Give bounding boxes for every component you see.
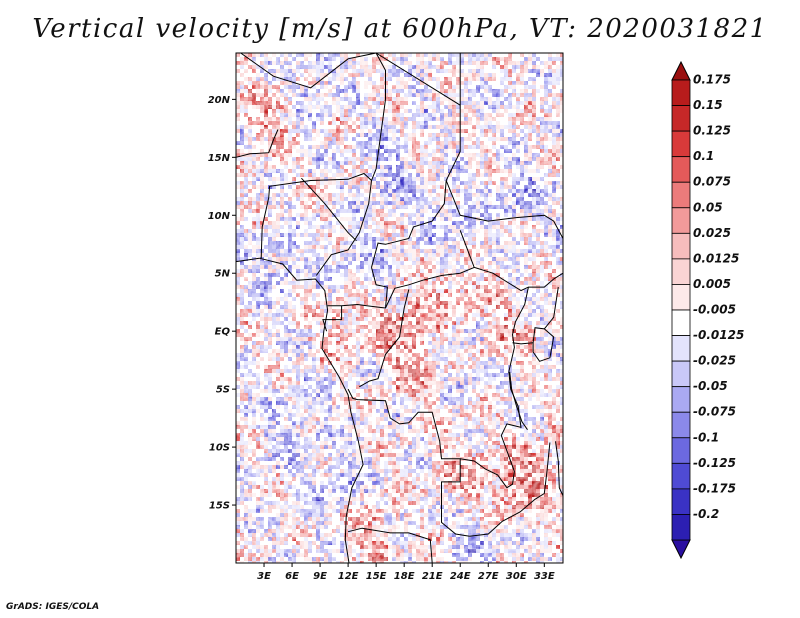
axes: 3E 6E 9E 12E 15E 18E 21E 24E 27E 30E 33E 20N 15N 10N 5…	[208, 95, 555, 582]
colorbar-swatch-5	[671, 207, 691, 234]
x-tick-label-24E: 24E	[450, 571, 471, 582]
colorbar-label-12: -0.05	[693, 379, 728, 393]
x-tick-label-3E: 3E	[257, 571, 271, 582]
y-tick-label-15S: 15S	[209, 501, 230, 512]
x-tick-label-15E: 15E	[366, 571, 387, 582]
colorbar-swatch-14	[671, 437, 691, 464]
colorbar-swatch-13	[671, 411, 691, 439]
colorbar-swatch-17	[671, 514, 691, 541]
colorbar-label-0: 0.175	[693, 73, 731, 87]
colorbar-label-9: -0.005	[693, 303, 736, 317]
colorbar-label-4: 0.075	[693, 175, 731, 189]
colorbar-swatch-10	[671, 335, 691, 362]
colorbar-label-10: -0.0125	[693, 328, 744, 342]
grads-credit: GrADS: IGES/COLA	[6, 602, 100, 612]
x-tick-label-6E: 6E	[285, 571, 299, 582]
colorbar-max-arrow	[671, 60, 691, 81]
y-tick-label-15N: 15N	[208, 153, 231, 164]
colorbar-label-15: -0.125	[693, 456, 736, 470]
y-tick-label-EQ: EQ	[215, 327, 231, 338]
colorbar-swatch-15	[671, 462, 691, 490]
colorbar-swatch-4	[671, 181, 691, 209]
colorbar-swatch-8	[671, 284, 691, 311]
colorbar-swatch-11	[671, 360, 691, 388]
colorbar-label-14: -0.1	[693, 430, 719, 444]
colorbar-label-6: 0.025	[693, 226, 731, 240]
x-tick-label-33E: 33E	[534, 571, 555, 582]
x-tick-label-21E: 21E	[422, 571, 443, 582]
map-frame	[235, 52, 564, 564]
colorbar-swatch-6	[671, 232, 691, 260]
y-tick-label-5N: 5N	[215, 269, 231, 280]
x-tick-label-30E: 30E	[506, 571, 527, 582]
colorbar-swatch-12	[671, 386, 691, 413]
y-tick-label-20N: 20N	[208, 95, 231, 106]
x-tick-label-9E: 9E	[313, 571, 327, 582]
colorbar: 0.175 0.15 0.125 0.1 0.075 0.05 0.025 0.0125 0.0…	[671, 60, 744, 560]
colorbar-swatch-0	[671, 79, 691, 106]
colorbar-label-11: -0.025	[693, 354, 736, 368]
x-tick-label-12E: 12E	[338, 571, 359, 582]
x-tick-label-18E: 18E	[394, 571, 415, 582]
colorbar-label-17: -0.2	[693, 507, 719, 521]
colorbar-swatch-1	[671, 105, 691, 132]
colorbar-label-7: 0.0125	[693, 251, 739, 265]
colorbar-swatch-16	[671, 488, 691, 515]
colorbar-swatch-2	[671, 130, 691, 158]
colorbar-label-1: 0.15	[693, 98, 723, 112]
y-tick-label-10N: 10N	[208, 211, 231, 222]
colorbar-swatch-3	[671, 156, 691, 183]
colorbar-swatch-9	[671, 309, 691, 336]
colorbar-label-13: -0.075	[693, 405, 736, 419]
chart-title: Vertical velocity [m/s] at 600hPa, VT: 2…	[32, 14, 768, 44]
chart-svg: 3E 6E 9E 12E 15E 18E 21E 24E 27E 30E 33E 20N 15N 10N 5…	[208, 52, 744, 582]
colorbar-label-8: 0.005	[693, 277, 731, 291]
y-tick-label-10S: 10S	[209, 443, 230, 454]
colorbar-label-2: 0.125	[693, 124, 731, 138]
colorbar-label-3: 0.1	[693, 149, 714, 163]
colorbar-swatch-7	[671, 258, 691, 285]
map-plot-area	[236, 53, 563, 563]
colorbar-label-16: -0.175	[693, 481, 736, 495]
country-boundaries	[235, 52, 564, 564]
y-tick-label-5S: 5S	[216, 385, 230, 396]
colorbar-min-arrow	[671, 539, 691, 560]
x-tick-label-27E: 27E	[478, 571, 499, 582]
colorbar-label-5: 0.05	[693, 200, 723, 214]
